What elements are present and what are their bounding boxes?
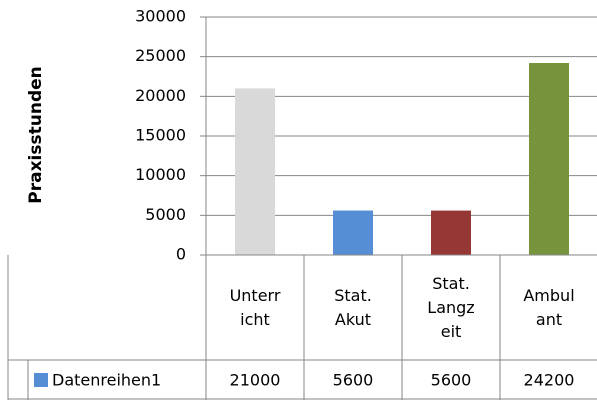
category-cell: Stat. Akut	[334, 285, 372, 329]
legend-label: Datenreihen1	[52, 371, 161, 390]
y-axis-title: Praxisstunden	[26, 66, 46, 203]
category-cell: Unterricht	[229, 285, 281, 329]
category-cell: Ambulant	[523, 285, 575, 329]
y-tick-label: 15000	[135, 126, 186, 145]
y-tick-label: 20000	[135, 86, 186, 105]
x-tick-label: Unterricht	[229, 285, 281, 329]
table-value: 21000	[230, 371, 281, 390]
table-value: 5600	[333, 371, 374, 390]
y-tick-label: 0	[176, 245, 186, 264]
y-tick-label: 30000	[135, 7, 186, 26]
x-tick-label: Stat. Akut	[334, 285, 372, 329]
category-cell: Stat. Langzeit	[427, 273, 475, 341]
y-tick-label: 10000	[135, 165, 186, 184]
legend-swatch	[34, 373, 48, 387]
table-value: 5600	[431, 371, 472, 390]
y-tick-label: 5000	[145, 205, 186, 224]
bar	[333, 210, 373, 255]
bar	[235, 88, 275, 256]
y-tick-label: 25000	[135, 46, 186, 65]
bar	[431, 210, 471, 255]
x-tick-label: Stat. Langzeit	[427, 273, 475, 341]
table-value: 24200	[524, 371, 575, 390]
x-tick-label: Ambulant	[523, 285, 575, 329]
bar	[529, 63, 569, 255]
